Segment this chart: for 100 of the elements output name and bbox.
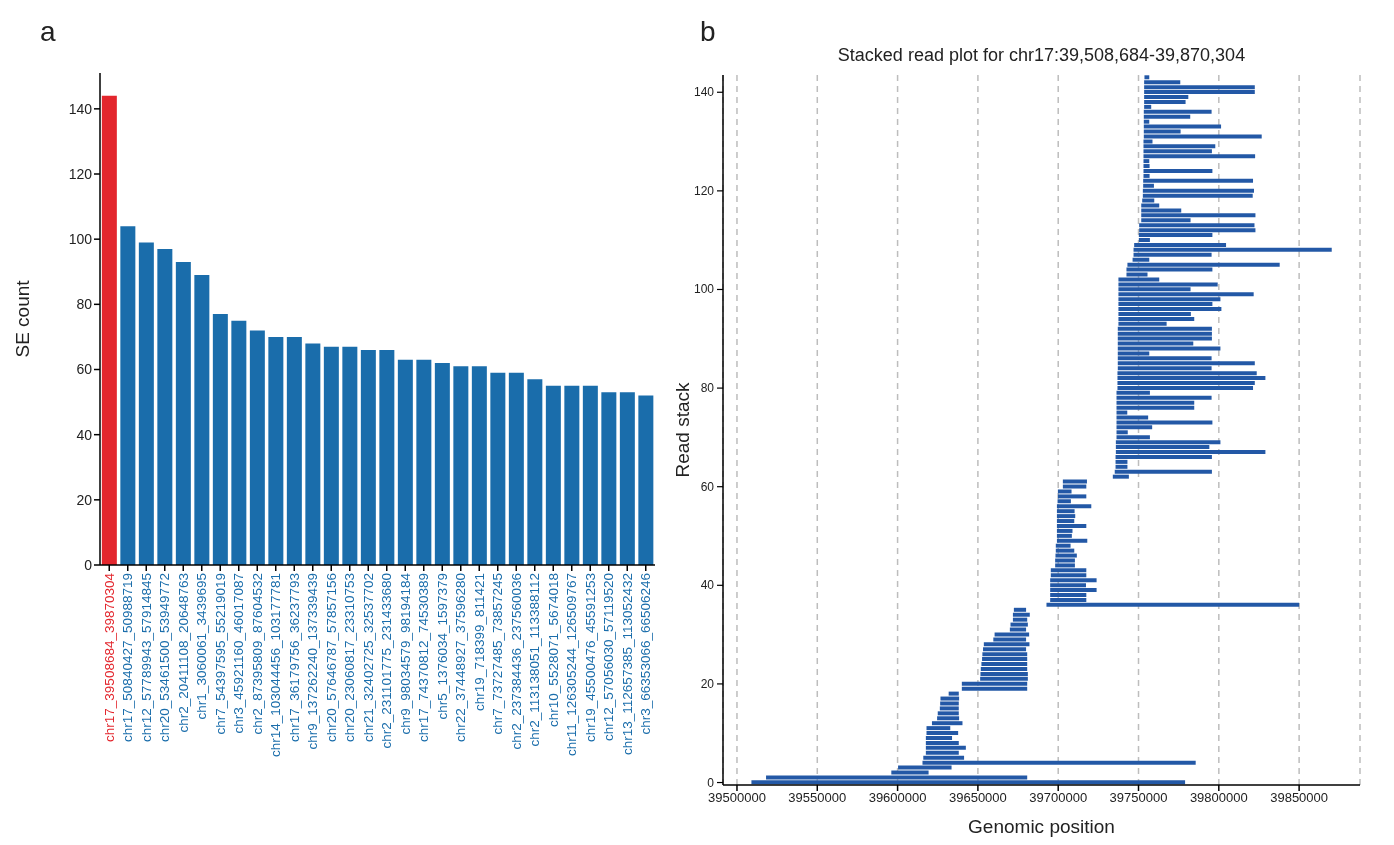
x-tick-label: chr22_37448927_37596280 <box>453 573 469 742</box>
x-tick-label: 39800000 <box>1189 790 1248 806</box>
x-tick-label: chr3_66353066_66506246 <box>638 573 654 735</box>
y-tick-label: 120 <box>693 183 715 198</box>
y-axis-title: Read stack <box>671 381 693 478</box>
bar <box>453 366 469 565</box>
x-tick-label: chr12_57056030_57119520 <box>601 573 617 741</box>
x-tick-label: chr20_57646787_57857156 <box>323 573 339 742</box>
bar <box>120 226 136 565</box>
x-tick-label: chr9_137262240_137339439 <box>305 573 321 750</box>
text: a <box>40 16 56 48</box>
bar <box>286 336 302 565</box>
x-tick-label: chr17_39508684_39870304 <box>101 572 117 742</box>
bar <box>601 392 617 565</box>
bar <box>961 686 1028 691</box>
bar <box>268 336 284 565</box>
bar <box>564 385 580 565</box>
x-tick-label: 39650000 <box>948 790 1007 806</box>
x-tick-label: chr1_3060061_3439695 <box>194 573 210 720</box>
bar <box>508 372 524 565</box>
bar <box>138 242 154 565</box>
bar <box>360 349 376 565</box>
y-tick-label: 140 <box>68 100 93 117</box>
x-tick-label: chr5_1376034_1597379 <box>434 573 450 720</box>
y-tick-label: 40 <box>700 578 715 593</box>
bar <box>940 701 959 706</box>
bar <box>212 314 228 565</box>
x-tick-label: chr20_23060817_23310753 <box>342 573 358 742</box>
x-tick-label: 39600000 <box>868 790 927 806</box>
bar <box>194 275 210 565</box>
x-tick-label: chr19_718399_811421 <box>471 573 487 711</box>
y-tick-label: 80 <box>76 296 93 313</box>
x-tick-label: 39700000 <box>1029 790 1088 806</box>
bar <box>527 379 543 565</box>
bar <box>490 372 506 565</box>
bar <box>1143 134 1262 139</box>
bar <box>416 359 432 565</box>
bar <box>1055 558 1075 563</box>
x-axis-title: Genomic position <box>968 816 1115 837</box>
x-tick-label: chr13_112657385_113052432 <box>619 573 635 755</box>
x-tick-label: chr7_54397595_55219019 <box>212 573 228 735</box>
bar <box>1117 346 1221 351</box>
x-tick-label: chr11_126305244_126509767 <box>564 573 580 756</box>
x-tick-label: chr20_53461500_53949772 <box>157 573 173 742</box>
bar <box>249 330 265 565</box>
x-tick-label: chr2_113138051_113388112 <box>527 573 543 747</box>
y-axis-title: SE count <box>11 279 33 358</box>
x-tick-label: chr2_20411108_20648763 <box>175 573 191 733</box>
y-tick-label: 20 <box>76 491 93 508</box>
x-tick-label: chr17_50840427_50988719 <box>120 573 136 742</box>
x-tick-label: chr14_103044456_103177781 <box>268 573 284 757</box>
bar <box>1055 553 1077 558</box>
x-tick-label: chr2_237384436_237560036 <box>508 573 524 750</box>
bar <box>157 248 173 565</box>
bar <box>305 343 321 565</box>
bar <box>101 95 117 565</box>
bar <box>1116 420 1213 425</box>
y-tick-label: 20 <box>700 676 715 691</box>
y-tick-label: 100 <box>68 231 93 248</box>
bar <box>342 346 358 565</box>
bar <box>1046 602 1300 607</box>
x-tick-label: 39850000 <box>1270 790 1329 806</box>
x-tick-label: chr21_32402725_32537702 <box>360 573 376 742</box>
bar <box>545 385 561 565</box>
bar <box>434 362 450 565</box>
x-tick-label: chr7_73727485_73857245 <box>490 573 506 735</box>
x-tick-label: 39500000 <box>708 790 766 806</box>
x-tick-label: chr10_5528071_5674018 <box>545 573 561 727</box>
bar <box>940 696 960 701</box>
x-tick-label: 39750000 <box>1109 790 1168 806</box>
x-tick-label: chr2_231101775_231433680 <box>379 573 395 749</box>
bar <box>175 261 191 565</box>
x-tick-label: chr12_57789943_57914845 <box>138 573 154 742</box>
bar <box>323 346 339 565</box>
y-tick-label: 60 <box>76 361 93 378</box>
x-tick-label: 39550000 <box>788 790 847 806</box>
bar <box>231 320 247 565</box>
bar <box>397 359 413 565</box>
x-tick-label: chr17_36179756_36237793 <box>286 573 302 742</box>
text: b <box>700 16 716 48</box>
y-tick-label: 40 <box>76 426 93 443</box>
y-tick-label: 140 <box>693 85 715 100</box>
x-tick-label: chr2_87395809_87604532 <box>249 573 265 735</box>
x-tick-label: chr17_74370812_74530389 <box>416 573 432 742</box>
x-tick-label: chr3_45921160_46017087 <box>231 573 247 734</box>
bar <box>619 392 635 565</box>
y-tick-label: 0 <box>707 775 715 790</box>
y-tick-label: 120 <box>68 165 93 182</box>
bar <box>994 632 1030 637</box>
y-tick-label: 100 <box>693 282 715 297</box>
x-tick-label: chr9_98034579_98194184 <box>397 572 413 735</box>
bar <box>638 395 654 565</box>
bar <box>1062 484 1087 489</box>
y-tick-label: 60 <box>700 479 715 494</box>
y-tick-label: 0 <box>84 556 93 573</box>
x-tick-label: chr19_45500476_45591253 <box>582 573 598 742</box>
chart-title: Stacked read plot for chr17:39,508,684-39,870,304 <box>836 45 1247 66</box>
bar <box>582 385 598 565</box>
bar <box>471 366 487 565</box>
bar <box>379 349 395 565</box>
